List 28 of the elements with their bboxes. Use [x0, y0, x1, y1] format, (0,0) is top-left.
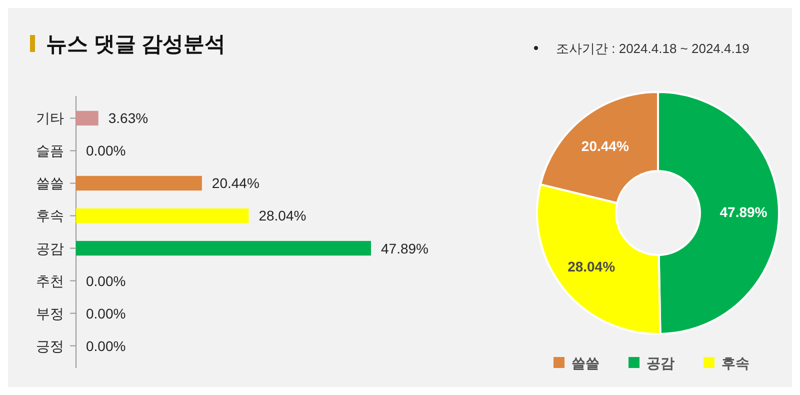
data-label: 0.00%	[86, 338, 126, 354]
y-tick-label: 긍정	[36, 338, 64, 354]
legend-label: 쓸쓸	[572, 355, 600, 371]
data-label: 20.44%	[212, 175, 260, 192]
data-label: 47.89%	[720, 204, 768, 220]
bar	[76, 110, 98, 126]
y-tick-label: 부정	[36, 305, 64, 322]
data-label: 0.00%	[86, 142, 126, 159]
y-tick-label: 공감	[36, 240, 64, 256]
chart-title: 뉴스 댓글 감성분석	[46, 33, 226, 56]
legend-label: 후속	[722, 355, 750, 371]
y-tick-label: 쓸쓸	[36, 175, 64, 192]
y-tick-label: 후속	[36, 208, 64, 224]
data-label: 3.63%	[108, 110, 148, 126]
y-tick-label: 추천	[36, 272, 64, 289]
bar	[76, 240, 371, 256]
y-tick-label: 기타	[36, 110, 64, 126]
data-label: 28.04%	[568, 258, 616, 274]
legend-label: 공감	[646, 355, 674, 371]
data-label: 47.89%	[381, 240, 428, 256]
data-label: 0.00%	[86, 272, 126, 289]
bar	[76, 208, 249, 224]
y-tick-label: 슬픔	[36, 142, 64, 159]
data-label: 0.00%	[86, 305, 126, 322]
data-label: 20.44%	[581, 138, 630, 154]
bar	[76, 176, 202, 191]
text: 조사기간 : 2024.4.18 ~ 2024.4.19	[556, 41, 750, 56]
data-label: 28.04%	[258, 208, 306, 224]
